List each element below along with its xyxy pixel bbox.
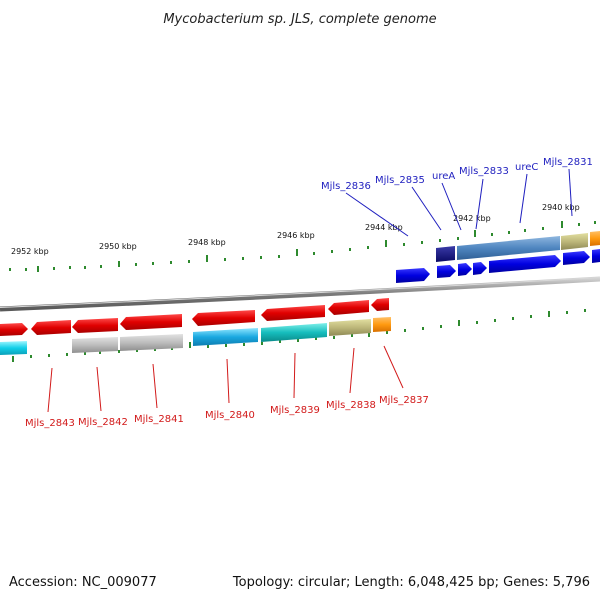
gene-red-8[interactable] — [371, 298, 389, 311]
gene-mjls-2834-urea[interactable] — [457, 236, 560, 260]
gene-red-7[interactable] — [328, 300, 369, 315]
reverse-strand-genes — [0, 298, 391, 355]
gene-blue-6[interactable] — [563, 251, 590, 265]
tick-label-2948: 2948 kbp — [188, 238, 226, 247]
gene-mjls-2839[interactable] — [261, 323, 327, 342]
label-mjls-2836[interactable]: Mjls_2836 — [321, 181, 371, 192]
kbp-labels: 2952 kbp 2950 kbp 2948 kbp 2946 kbp 2944… — [11, 203, 580, 256]
gene-urec[interactable] — [561, 233, 588, 250]
gene-mjls-2840[interactable] — [193, 328, 258, 346]
gene-red-4[interactable] — [120, 314, 182, 330]
bottom-gene-labels: Mjls_2843 Mjls_2842 Mjls_2841 Mjls_2840 … — [25, 395, 429, 429]
gene-mjls-2836[interactable] — [436, 246, 455, 262]
accession-text: Accession: NC_009077 — [9, 575, 157, 590]
label-mjls-2840[interactable]: Mjls_2840 — [205, 410, 255, 421]
gene-mjls-2843[interactable] — [0, 341, 27, 355]
gene-mjls-2842[interactable] — [72, 337, 118, 353]
top-gene-labels: Mjls_2836 Mjls_2835 ureA Mjls_2833 ureC … — [321, 157, 593, 192]
gene-red-3[interactable] — [72, 318, 118, 333]
forward-strand-genes — [396, 231, 600, 283]
gene-blue-3[interactable] — [458, 263, 472, 276]
label-mjls-2841[interactable]: Mjls_2841 — [134, 414, 184, 425]
gene-blue-1[interactable] — [396, 268, 430, 283]
tick-label-2944: 2944 kbp — [365, 223, 403, 232]
tick-label-2946: 2946 kbp — [277, 231, 315, 240]
label-urea[interactable]: ureA — [432, 171, 455, 182]
gene-red-6[interactable] — [261, 305, 325, 321]
tick-label-2940: 2940 kbp — [542, 203, 580, 212]
map-title: Mycobacterium sp. JLS, complete genome — [163, 12, 436, 27]
gene-mjls-2837[interactable] — [373, 317, 391, 332]
label-mjls-2833[interactable]: Mjls_2833 — [459, 166, 509, 177]
label-mjls-2842[interactable]: Mjls_2842 — [78, 417, 128, 428]
gene-mjls-2838[interactable] — [329, 319, 371, 336]
label-mjls-2838[interactable]: Mjls_2838 — [326, 400, 376, 411]
label-mjls-2835[interactable]: Mjls_2835 — [375, 175, 425, 186]
gene-red-2[interactable] — [31, 320, 71, 335]
label-mjls-2837[interactable]: Mjls_2837 — [379, 395, 429, 406]
bottom-leader-lines — [47, 345, 404, 413]
gene-red-1[interactable] — [0, 323, 28, 336]
label-urec[interactable]: ureC — [515, 162, 538, 173]
gene-blue-5[interactable] — [489, 255, 561, 273]
gene-mjls-2831[interactable] — [590, 231, 600, 246]
outer-tick-row — [9, 221, 596, 272]
gene-red-5[interactable] — [192, 310, 255, 326]
genome-backbone-highlight — [0, 277, 600, 308]
tick-label-2950: 2950 kbp — [99, 242, 137, 251]
tick-label-2942: 2942 kbp — [453, 214, 491, 223]
label-mjls-2839[interactable]: Mjls_2839 — [270, 405, 320, 416]
gene-blue-7[interactable] — [592, 249, 600, 263]
label-mjls-2831[interactable]: Mjls_2831 — [543, 157, 593, 168]
genome-summary-text: Topology: circular; Length: 6,048,425 bp… — [232, 575, 590, 590]
tick-label-2952: 2952 kbp — [11, 247, 49, 256]
label-mjls-2843[interactable]: Mjls_2843 — [25, 418, 75, 429]
genome-backbone — [0, 276, 600, 312]
gene-mjls-2841[interactable] — [120, 334, 183, 351]
gene-blue-2[interactable] — [437, 265, 456, 278]
gene-blue-4[interactable] — [473, 262, 487, 275]
top-leader-lines — [345, 168, 573, 237]
